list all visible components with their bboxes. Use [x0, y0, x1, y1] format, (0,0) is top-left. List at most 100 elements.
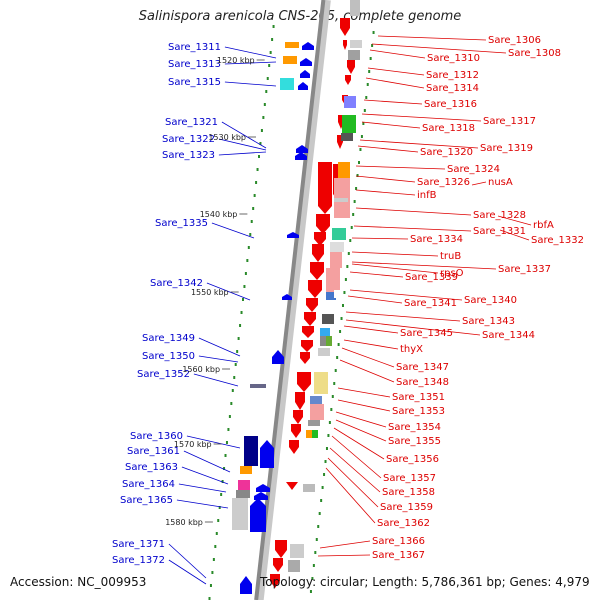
tick-mark: [330, 408, 333, 411]
tick-mark: [211, 571, 214, 574]
leader-line: [218, 138, 267, 151]
tick-mark: [212, 558, 215, 561]
tick-mark: [350, 226, 353, 229]
gene-label: Sare_1372: [112, 555, 165, 566]
gene-arrow: [314, 232, 326, 246]
tick-mark: [239, 324, 242, 327]
tick-mark: [233, 376, 236, 379]
feature-box: [290, 544, 304, 558]
genome-stats-text: Topology: circular; Length: 5,786,361 bp…: [260, 575, 590, 589]
tick-mark: [231, 389, 234, 392]
feature-box: [308, 420, 320, 426]
tick-mark: [355, 187, 358, 190]
gene-arrow: [310, 262, 324, 280]
feature-box: [341, 133, 353, 141]
gene-label: Sare_1357: [383, 473, 436, 484]
feature-box: [312, 430, 318, 438]
tick-mark: [336, 356, 339, 359]
leader-line: [176, 499, 229, 509]
leader-line: [211, 222, 255, 239]
gene-arrow: [295, 392, 305, 410]
leader-line: [351, 251, 439, 257]
feature-box: [240, 466, 252, 474]
gene-label: Sare_1351: [392, 392, 445, 403]
tick-mark: [327, 434, 330, 437]
tick-mark: [347, 252, 350, 255]
leader-line: [183, 450, 231, 473]
tick-mark: [228, 415, 231, 418]
gene-label: Sare_1364: [122, 479, 175, 490]
tick-mark: [220, 493, 223, 496]
kbp-label: 1570 kbp: [174, 440, 212, 449]
leader-line: [224, 61, 277, 65]
tick-mark: [324, 460, 327, 463]
gene-arrow: [308, 280, 322, 298]
gene-arrow: [304, 312, 316, 326]
feature-box: [288, 560, 300, 572]
feature-box: [250, 384, 266, 388]
gene-label: Sare_1312: [426, 70, 479, 81]
tick-mark: [341, 304, 344, 307]
gene-arrow: [282, 294, 292, 300]
tick-mark: [321, 486, 324, 489]
feature-box: [326, 268, 340, 292]
leader-line: [497, 215, 532, 226]
leader-line: [371, 43, 507, 54]
feature-box: [334, 198, 348, 202]
leader-line: [341, 347, 395, 368]
gene-label: Sare_1360: [130, 431, 183, 442]
leader-line: [224, 46, 277, 59]
tick-mark: [227, 428, 230, 431]
gene-label: Sare_1343: [462, 316, 515, 327]
leader-line: [335, 419, 387, 442]
leader-line: [329, 447, 381, 493]
leader-line: [319, 540, 371, 549]
kbp-label: 1560 kbp: [182, 365, 220, 374]
tick-mark: [223, 467, 226, 470]
gene-arrow: [270, 574, 280, 588]
tick-mark: [221, 480, 224, 483]
gene-label: Sare_1322: [162, 134, 215, 145]
tick-mark: [344, 278, 347, 281]
leader-line: [337, 387, 391, 398]
feature-box: [330, 252, 342, 268]
tick-mark: [363, 109, 366, 112]
gene-label: Sare_1306: [488, 35, 541, 46]
gene-arrow: [302, 326, 314, 338]
tick-mark: [318, 512, 321, 515]
gene-label: Sare_1345: [400, 328, 453, 339]
feature-box: [348, 50, 360, 60]
gene-label: Sare_1321: [165, 117, 218, 128]
gene-arrow: [287, 232, 299, 238]
gene-label: Sare_1331: [473, 226, 526, 237]
gene-arrow: [302, 42, 314, 50]
tick-mark: [263, 103, 266, 106]
gene-arrow: [296, 145, 308, 153]
tick-mark: [352, 213, 355, 216]
tick-mark: [252, 207, 255, 210]
tick-mark: [337, 343, 340, 346]
gene-label: Sare_1323: [162, 150, 215, 161]
gene-label: Sare_1347: [396, 362, 449, 373]
leader-line: [351, 237, 409, 240]
leader-line: [335, 411, 387, 428]
tick-mark: [311, 577, 314, 580]
leader-line: [355, 175, 416, 183]
gene-arrow: [295, 152, 307, 160]
gene-label: infB: [417, 190, 437, 201]
tick-mark: [339, 330, 342, 333]
tick-mark: [244, 272, 247, 275]
leader-line: [168, 559, 207, 585]
gene-arrow: [297, 372, 311, 392]
feature-box: [310, 396, 322, 404]
gene-arrow: [273, 558, 283, 572]
kbp-label: 1580 kbp: [165, 518, 203, 527]
tick-mark: [320, 499, 323, 502]
map-title: Salinispora arenicola CNS-205, complete …: [138, 9, 462, 24]
gene-arrow: [343, 40, 347, 50]
gene-label: Sare_1340: [464, 295, 517, 306]
feature-box: [318, 348, 330, 356]
leader-line: [363, 99, 423, 105]
tick-mark: [250, 220, 253, 223]
feature-box: [306, 430, 312, 438]
